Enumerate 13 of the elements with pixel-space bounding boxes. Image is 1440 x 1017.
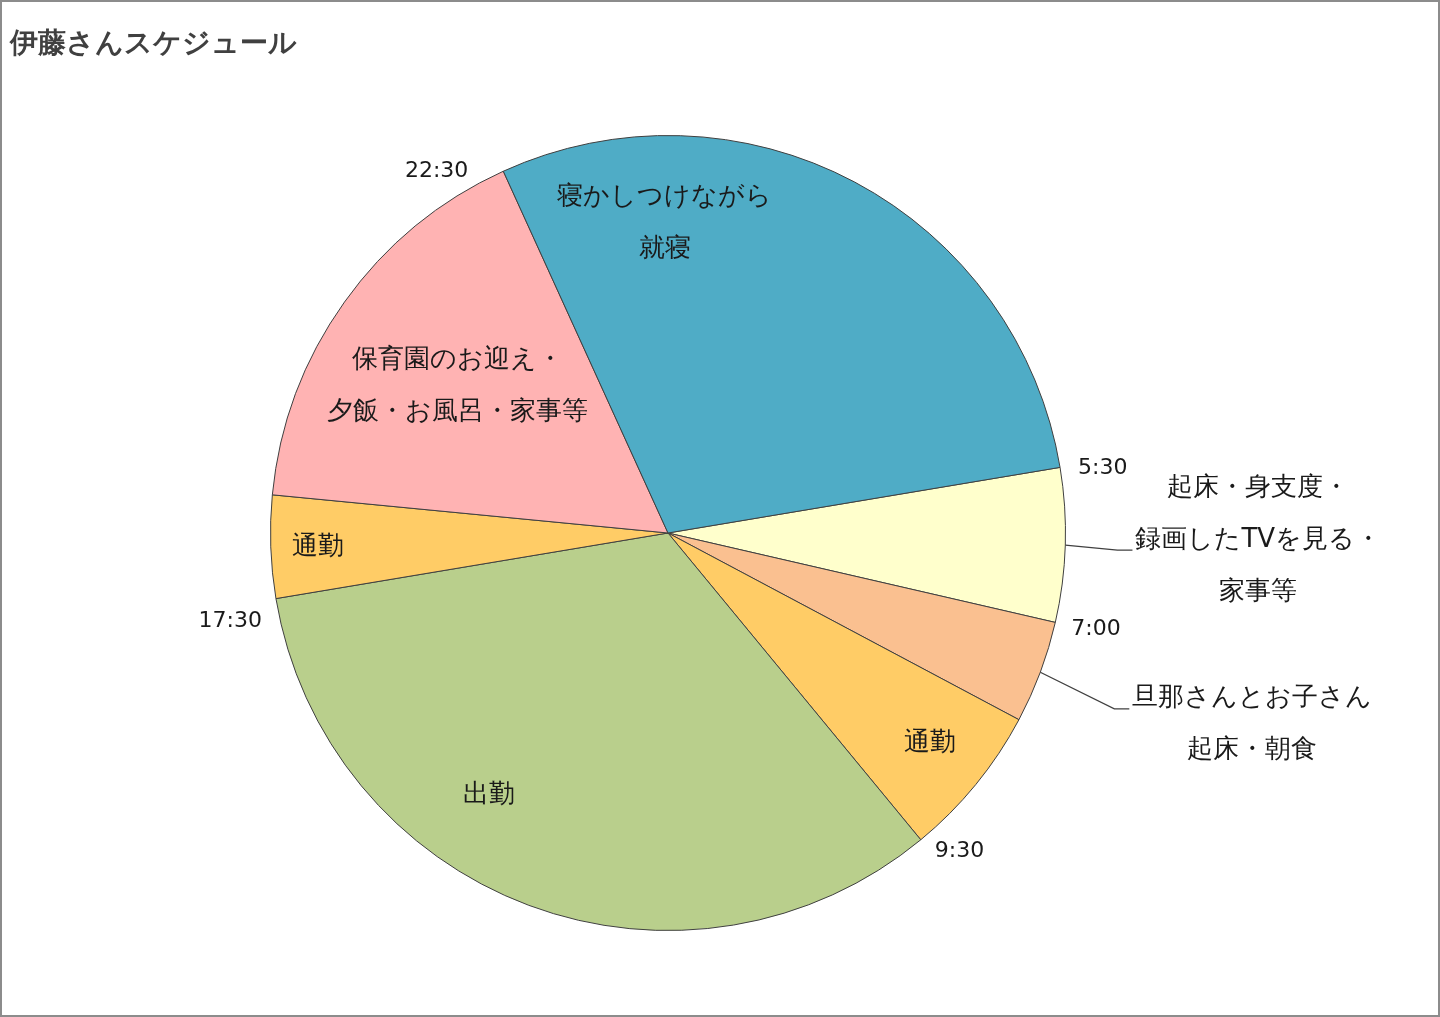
slice-label: 起床・身支度・録画したTVを見る・家事等 [1135, 470, 1382, 605]
slice-label: 通勤 [904, 726, 957, 757]
chart-title: 伊藤さんスケジュール [10, 25, 297, 61]
text: 9:30 [934, 837, 985, 863]
text: 22:30 [404, 156, 469, 182]
slice-label: 通勤 [292, 529, 345, 560]
slice-label: 旦那さんとお子さん起床・朝食 [1132, 680, 1373, 763]
text: 5:30 [1078, 454, 1128, 480]
text: 7:00 [1071, 615, 1121, 641]
slice-label: 保育園のお迎え・夕飯・お風呂・家事等 [326, 342, 588, 425]
text: 17:30 [198, 607, 262, 633]
slice-label: 寝かしつけながら就寝 [557, 179, 773, 262]
slice-label: 出勤 [463, 778, 516, 809]
